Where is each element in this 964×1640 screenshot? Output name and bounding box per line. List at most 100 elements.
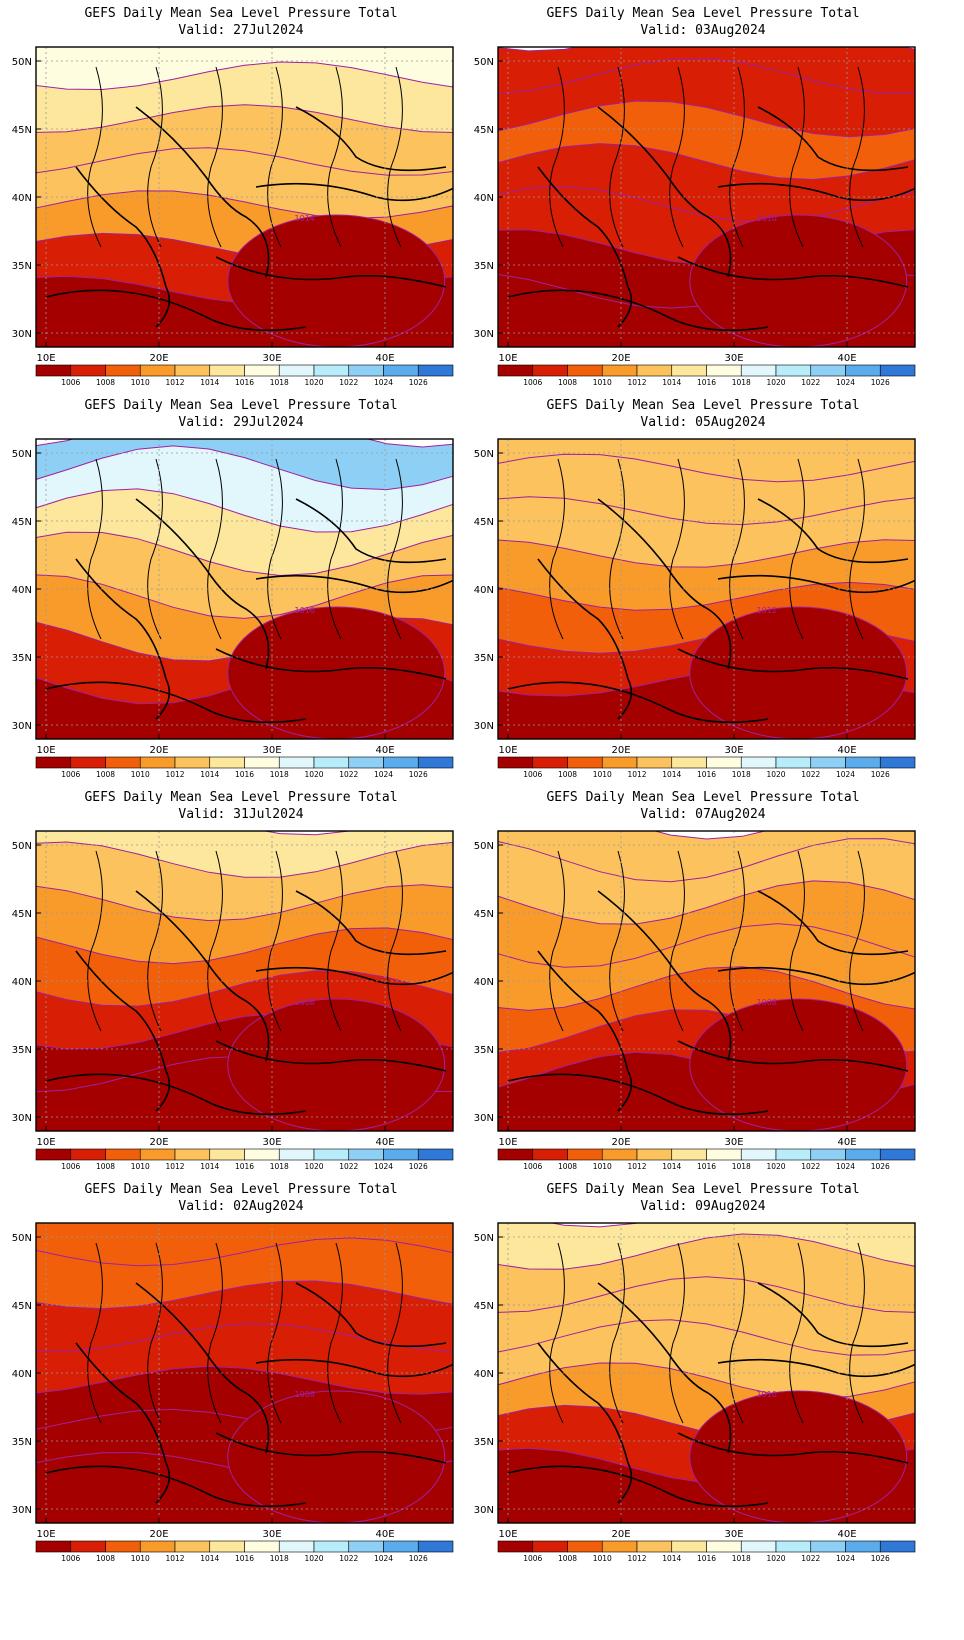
lon-label: 30E	[262, 1529, 281, 1540]
coastline	[717, 574, 915, 594]
lat-label: 35N	[12, 1437, 32, 1448]
colorbar-label: 1010	[593, 1162, 612, 1171]
country-border	[207, 66, 223, 248]
lat-label: 30N	[474, 721, 494, 732]
colorbar-label: 1010	[593, 1554, 612, 1563]
colorbar-swatch	[879, 1148, 916, 1161]
map-title-text: GEFS Daily Mean Sea Level Pressure Total	[546, 398, 860, 413]
map-title: GEFS Daily Mean Sea Level Pressure Total…	[0, 1181, 482, 1215]
colorbar-swatch	[348, 756, 384, 769]
country-border	[87, 1242, 103, 1424]
country-border	[147, 458, 163, 640]
colorbar-swatch	[845, 1540, 881, 1553]
map-panel: GEFS Daily Mean Sea Level Pressure Total…	[0, 786, 482, 1196]
lat-label: 50N	[474, 57, 494, 68]
lon-label: 20E	[611, 1137, 630, 1148]
colorbar-swatch	[383, 1540, 419, 1553]
lon-label: 10E	[498, 353, 517, 364]
colorbar-swatch	[567, 1540, 603, 1553]
country-border	[327, 66, 343, 248]
map-valid-date: Valid: 29Jul2024	[178, 415, 304, 430]
coastline	[717, 1358, 915, 1378]
colorbar-swatch	[497, 756, 534, 769]
colorbar-swatch	[636, 1540, 673, 1553]
lon-label: 20E	[611, 353, 630, 364]
colorbar-swatch	[567, 1148, 603, 1161]
lat-label: 40N	[474, 1369, 494, 1380]
coastline	[255, 966, 453, 986]
coastline	[255, 182, 453, 202]
lat-label: 40N	[474, 977, 494, 988]
lon-label: 40E	[375, 353, 394, 364]
colorbar-label: 1022	[339, 378, 358, 387]
map-title: GEFS Daily Mean Sea Level Pressure Total…	[0, 5, 482, 39]
coastline	[537, 558, 633, 720]
colorbar-label: 1022	[801, 770, 820, 779]
colorbar-label: 1008	[96, 1162, 115, 1171]
country-border	[669, 66, 685, 248]
country-border	[549, 1242, 565, 1424]
colorbar-swatch	[636, 756, 673, 769]
lat-label: 50N	[12, 841, 32, 852]
colorbar-label: 1022	[801, 1162, 820, 1171]
map-valid-date: Valid: 07Aug2024	[640, 807, 766, 822]
colorbar-swatch	[244, 364, 280, 377]
lat-label: 45N	[12, 125, 32, 136]
country-border	[267, 66, 283, 248]
colorbar-swatch	[209, 1540, 245, 1553]
colorbar-swatch	[278, 1148, 315, 1161]
country-border	[849, 458, 865, 640]
colorbar-label: 1008	[558, 1162, 577, 1171]
colorbar-label: 1006	[61, 1554, 80, 1563]
colorbar-label: 1018	[732, 378, 751, 387]
colorbar-label: 1020	[304, 378, 323, 387]
coastline	[597, 106, 732, 278]
colorbar-swatch	[497, 364, 534, 377]
lon-label: 30E	[724, 1529, 743, 1540]
colorbar-label: 1026	[871, 1162, 890, 1171]
lon-label: 30E	[724, 1137, 743, 1148]
colorbar-label: 1014	[662, 1554, 681, 1563]
colorbar-swatch	[810, 756, 846, 769]
colorbar-label: 1016	[235, 770, 254, 779]
lat-label: 35N	[474, 261, 494, 272]
colorbar-label: 1016	[697, 1162, 716, 1171]
country-border	[789, 66, 805, 248]
colorbar-label: 1018	[270, 1162, 289, 1171]
lon-label: 40E	[375, 1137, 394, 1148]
contour-label: 1010	[757, 1390, 777, 1399]
colorbar-swatch	[70, 1540, 106, 1553]
colorbar-label: 1026	[871, 1554, 890, 1563]
contour-label: 1012	[757, 606, 777, 615]
coastline	[135, 106, 270, 278]
country-border	[327, 458, 343, 640]
colorbar-label: 1010	[131, 1554, 150, 1563]
coastline	[597, 1282, 732, 1454]
colorbar-swatch	[209, 1148, 245, 1161]
lat-label: 45N	[12, 517, 32, 528]
coastline	[507, 1073, 769, 1116]
colorbar-label: 1014	[662, 378, 681, 387]
lat-label: 40N	[474, 193, 494, 204]
country-border	[729, 458, 745, 640]
colorbar-label: 1026	[409, 1554, 428, 1563]
country-border	[849, 66, 865, 248]
coastline	[677, 648, 909, 680]
colorbar-swatch	[775, 1148, 812, 1161]
lon-label: 10E	[498, 1137, 517, 1148]
map-svg: 1012 50N 45N 40N 35N 30N 10E 20E 30E 40E 1006 1008 1…	[474, 438, 916, 779]
map-svg: 1008 50N 45N 40N 35N 30N 10E 20E 30E 40E 1006 1008 1…	[12, 1222, 454, 1563]
colorbar-swatch	[105, 1540, 141, 1553]
colorbar-label: 1008	[558, 770, 577, 779]
contour-label: 1008	[295, 998, 315, 1007]
colorbar-swatch	[139, 1540, 176, 1553]
coastline	[75, 166, 171, 328]
country-border	[327, 850, 343, 1032]
country-border	[729, 66, 745, 248]
colorbar-swatch	[348, 1540, 384, 1553]
lat-label: 35N	[474, 653, 494, 664]
country-border	[549, 66, 565, 248]
colorbar-label: 1024	[836, 378, 855, 387]
country-border	[267, 850, 283, 1032]
country-border	[609, 458, 625, 640]
